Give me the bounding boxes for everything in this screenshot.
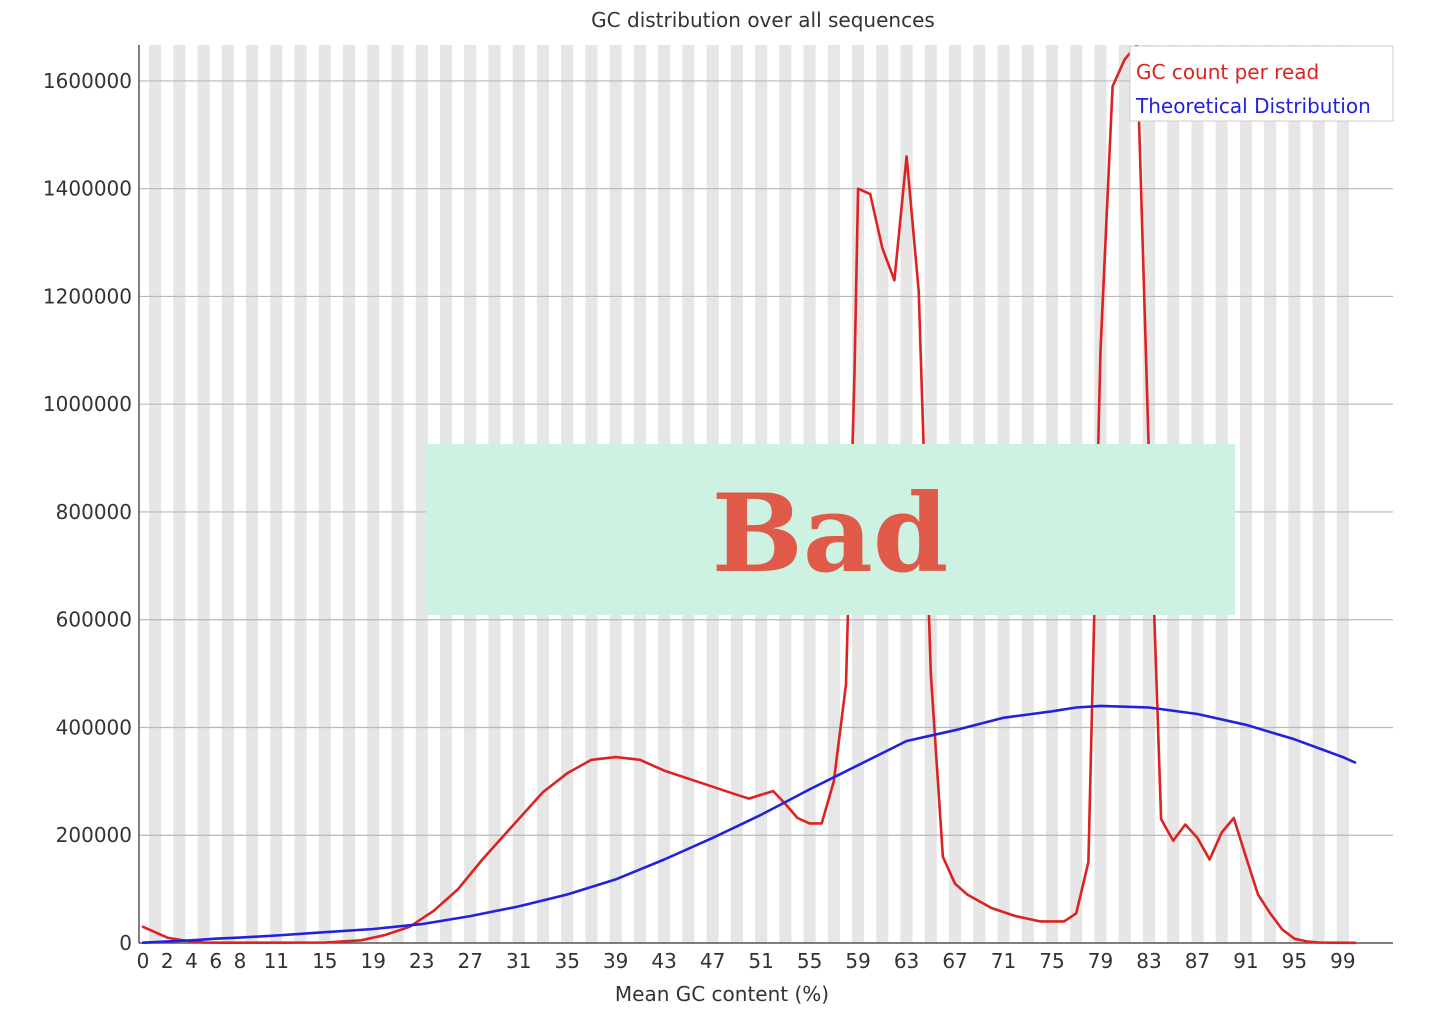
plot-band bbox=[1264, 45, 1277, 943]
plot-band bbox=[1239, 45, 1252, 943]
y-tick-label: 1600000 bbox=[43, 69, 132, 93]
bad-overlay-stamp: Bad bbox=[426, 444, 1235, 615]
x-tick-label: 91 bbox=[1233, 949, 1258, 973]
plot-band bbox=[415, 45, 428, 943]
plot-band bbox=[149, 45, 162, 943]
x-tick-label: 27 bbox=[458, 949, 483, 973]
y-tick-label: 1200000 bbox=[43, 284, 132, 308]
x-tick-label: 4 bbox=[185, 949, 198, 973]
x-tick-label: 19 bbox=[361, 949, 386, 973]
chart-title: GC distribution over all sequences bbox=[591, 8, 935, 32]
plot-band bbox=[294, 45, 307, 943]
series-line-gc-count bbox=[141, 45, 1357, 945]
series-lines bbox=[141, 45, 1357, 945]
y-gridlines bbox=[139, 80, 1393, 836]
x-tick-label: 83 bbox=[1136, 949, 1161, 973]
x-tick-label: 95 bbox=[1282, 949, 1307, 973]
plot-band bbox=[1336, 45, 1349, 943]
legend-box bbox=[1129, 45, 1394, 122]
x-tick-label: 99 bbox=[1330, 949, 1355, 973]
x-tick-label: 63 bbox=[894, 949, 919, 973]
x-tick-label: 51 bbox=[748, 949, 773, 973]
y-tick-label: 1400000 bbox=[43, 177, 132, 201]
x-tick-label: 11 bbox=[264, 949, 289, 973]
overlay-background bbox=[426, 444, 1235, 615]
legend: GC count per read Theoretical Distributi… bbox=[1129, 45, 1394, 122]
x-tick-label: 8 bbox=[234, 949, 247, 973]
plot-band bbox=[270, 45, 283, 943]
plot-band bbox=[318, 45, 331, 943]
plot-band bbox=[367, 45, 380, 943]
plot-band bbox=[342, 45, 356, 943]
x-tick-label: 35 bbox=[554, 949, 579, 973]
x-tick-label: 71 bbox=[991, 949, 1016, 973]
x-tick-label: 59 bbox=[845, 949, 870, 973]
y-tick-labels: 0 200000 400000 600000 800000 1000000 1200000 1… bbox=[43, 69, 132, 955]
y-tick-label: 400000 bbox=[56, 715, 132, 739]
plot-band bbox=[221, 45, 234, 943]
y-tick-label: 0 bbox=[119, 931, 132, 955]
x-tick-label: 31 bbox=[506, 949, 531, 973]
series-line-theoretical bbox=[141, 704, 1357, 945]
x-tick-label: 47 bbox=[700, 949, 725, 973]
y-tick-label: 600000 bbox=[56, 608, 132, 632]
x-tick-label: 23 bbox=[409, 949, 434, 973]
y-tick-label: 200000 bbox=[56, 823, 132, 847]
plot-band bbox=[246, 45, 259, 943]
plot-band bbox=[1312, 45, 1325, 943]
plot-band bbox=[197, 45, 210, 943]
x-tick-label: 55 bbox=[797, 949, 822, 973]
x-tick-label: 2 bbox=[161, 949, 174, 973]
x-tick-label: 75 bbox=[1039, 949, 1064, 973]
x-tick-label: 79 bbox=[1088, 949, 1113, 973]
overlay-label: Bad bbox=[712, 471, 949, 597]
x-tick-labels: 0 2 4 6 8 11 15 19 23 27 31 35 39 43 47 51 55 59 63 67 71 75 7… bbox=[137, 949, 1356, 973]
x-tick-label: 15 bbox=[312, 949, 337, 973]
axes bbox=[138, 45, 1393, 944]
plot-band bbox=[1288, 45, 1301, 943]
x-tick-label: 39 bbox=[603, 949, 628, 973]
x-tick-label: 87 bbox=[1185, 949, 1210, 973]
x-tick-label: 43 bbox=[651, 949, 676, 973]
legend-entry-theoretical: Theoretical Distribution bbox=[1135, 94, 1371, 118]
x-tick-label: 0 bbox=[137, 949, 150, 973]
x-tick-label: 67 bbox=[942, 949, 967, 973]
x-axis-label: Mean GC content (%) bbox=[615, 982, 829, 1006]
y-tick-label: 800000 bbox=[56, 500, 132, 524]
plot-band bbox=[173, 45, 186, 943]
x-tick-label: 6 bbox=[209, 949, 222, 973]
legend-entry-gc-count: GC count per read bbox=[1136, 60, 1319, 84]
y-tick-label: 1000000 bbox=[43, 392, 132, 416]
plot-band bbox=[391, 45, 404, 943]
